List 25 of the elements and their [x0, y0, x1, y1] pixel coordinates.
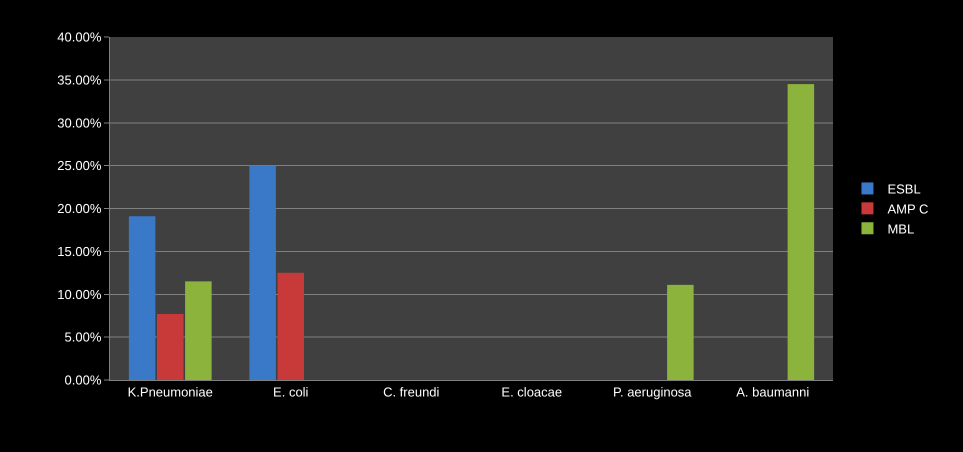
y-tick-label: 35.00%: [57, 72, 102, 88]
bar: [249, 166, 276, 380]
x-tick-label: E. cloacae: [501, 384, 562, 400]
bar: [157, 314, 184, 380]
y-tick-label: 40.00%: [57, 30, 102, 45]
legend-label: AMP C: [887, 201, 928, 216]
x-tick-label: C. freundi: [383, 384, 440, 400]
x-tick-label: K.Pneumoniae: [128, 384, 213, 400]
legend-label: ESBL: [887, 182, 921, 197]
bar: [667, 284, 694, 380]
x-tick-label: P. aeruginosa: [612, 384, 692, 400]
x-tick-label: A. baumanni: [736, 384, 810, 400]
bar: [278, 272, 304, 380]
y-tick-label: 30.00%: [57, 115, 102, 130]
y-tick-label: 25.00%: [57, 158, 102, 174]
bar: [128, 216, 156, 380]
legend-label: MBL: [887, 221, 914, 236]
y-tick-label: 5.00%: [64, 330, 102, 345]
y-tick-label: 10.00%: [57, 286, 102, 302]
y-tick-label: 0.00%: [64, 372, 102, 388]
y-tick-label: 20.00%: [57, 201, 102, 216]
y-tick-label: 15.00%: [57, 244, 102, 259]
bar: [788, 84, 814, 380]
bar: [185, 281, 212, 380]
x-tick-label: E. coli: [273, 384, 309, 400]
